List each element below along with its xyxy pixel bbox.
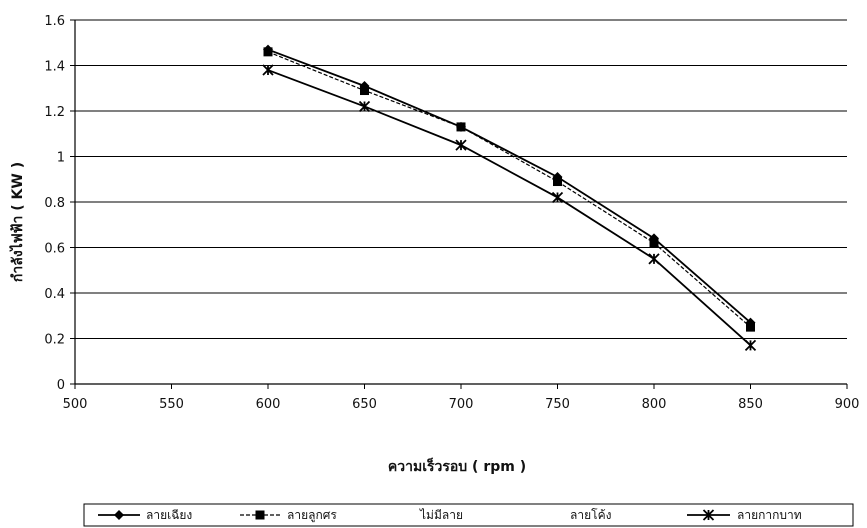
y-tick-label: 1.2 xyxy=(44,105,65,120)
y-tick-label: 0.4 xyxy=(44,287,65,302)
data-point xyxy=(262,64,274,76)
data-point xyxy=(744,339,757,351)
legend-label: ไม่มีลาย xyxy=(419,508,463,522)
y-tick-label: 0 xyxy=(57,378,65,393)
y-tick-label: 0.6 xyxy=(44,242,65,257)
legend-swatch-marker xyxy=(255,510,265,520)
x-tick-label: 650 xyxy=(352,397,377,412)
y-tick-label: 0.2 xyxy=(44,333,65,348)
series-line xyxy=(267,69,752,346)
legend-item-3: ไม่มีลาย xyxy=(419,508,463,522)
x-tick-label: 850 xyxy=(738,397,763,412)
series-2 xyxy=(263,47,755,332)
x-tick-label: 800 xyxy=(642,397,667,412)
data-point xyxy=(648,253,660,265)
y-axis-title: กำลังไฟฟ้า ( KW ) xyxy=(8,162,26,282)
x-tick-label: 600 xyxy=(256,397,281,412)
data-point xyxy=(553,177,562,187)
legend-label: ลายโค้ง xyxy=(570,508,611,522)
y-tick-label: 1 xyxy=(57,151,65,166)
x-axis-title: ความเร็วรอบ ( rpm ) xyxy=(388,457,526,475)
x-tick-label: 750 xyxy=(545,397,570,412)
series-1 xyxy=(263,44,756,328)
data-point xyxy=(263,47,273,57)
y-tick-label: 1.6 xyxy=(44,14,65,29)
data-point xyxy=(456,122,466,132)
y-tick-label: 0.8 xyxy=(44,196,65,211)
series-line xyxy=(267,51,751,328)
legend-label: ลายเฉียง xyxy=(146,508,192,522)
y-tick-label: 1.4 xyxy=(44,60,65,75)
data-point xyxy=(746,322,755,332)
series-line xyxy=(267,48,752,324)
data-point xyxy=(551,191,564,204)
series-5 xyxy=(262,64,757,351)
legend-item-1: ลายเฉียง xyxy=(98,508,192,522)
x-tick-label: 500 xyxy=(63,397,88,412)
gridlines xyxy=(75,19,847,339)
data-point xyxy=(360,86,369,96)
tick-labels: 0 0.2 0.4 0.6 0.8 1 1.2 1.4 1.6 500 550 600 650 700 75… xyxy=(44,14,859,412)
legend-label: ลายลูกศร xyxy=(287,508,337,523)
x-tick-label: 900 xyxy=(835,397,860,412)
data-point xyxy=(649,238,659,248)
x-tick-label: 700 xyxy=(449,397,474,412)
x-tick-label: 550 xyxy=(159,397,184,412)
data-point xyxy=(358,100,371,113)
axes xyxy=(70,19,848,389)
legend-item-5: ลายกากบาท xyxy=(687,508,802,522)
legend-item-2: ลายลูกศร xyxy=(240,508,337,523)
legend-swatch-marker xyxy=(702,509,715,521)
series-lines xyxy=(262,44,757,351)
legend-item-4: ลายโค้ง xyxy=(570,508,611,522)
legend-label: ลายกากบาท xyxy=(737,508,802,522)
legend: ลายเฉียง ลายลูกศร ไม่มีลาย ลายโค้ง ลายกากบาท xyxy=(83,503,854,527)
legend-box xyxy=(83,503,854,527)
legend-swatch-marker xyxy=(114,510,124,520)
data-point xyxy=(455,139,467,151)
